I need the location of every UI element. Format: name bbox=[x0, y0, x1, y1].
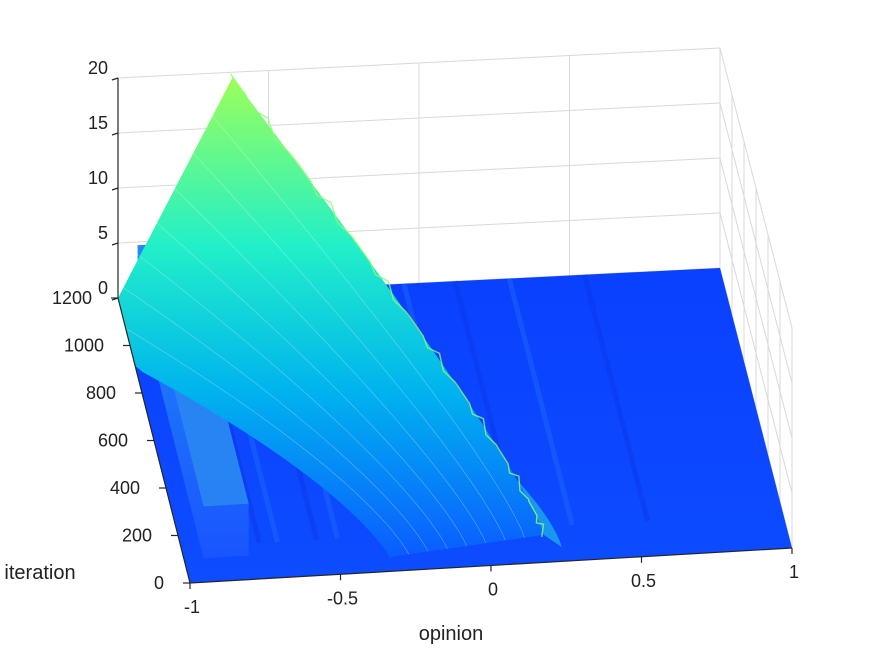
y-tick-label: 0 bbox=[154, 573, 164, 593]
x-axis-label: opinion bbox=[419, 623, 484, 645]
x-tick-label: 0 bbox=[488, 580, 498, 600]
ridge-contour bbox=[62, 246, 429, 552]
floor-stripe bbox=[506, 277, 575, 526]
y-tick-label: 600 bbox=[98, 431, 128, 451]
axes bbox=[111, 77, 793, 589]
z-tick-label: 10 bbox=[88, 168, 108, 188]
ridge-crest bbox=[229, 73, 545, 537]
y-tick-label: 400 bbox=[110, 478, 140, 498]
y-tick-label: 1000 bbox=[64, 336, 104, 356]
ridge-front-slope bbox=[118, 77, 544, 558]
z-tick bbox=[111, 187, 119, 191]
y-tick-label: 800 bbox=[86, 383, 116, 403]
z-tick bbox=[111, 132, 119, 136]
z-tick bbox=[111, 297, 119, 301]
z-tick-label: 20 bbox=[88, 58, 108, 78]
ridge-contour bbox=[34, 275, 410, 555]
ridge-contour bbox=[147, 162, 487, 544]
x-tick-label: 0.5 bbox=[631, 571, 656, 591]
y-axis-label: iteration bbox=[4, 562, 75, 584]
z-tick-label: 5 bbox=[98, 223, 108, 243]
y-tick-label: 1200 bbox=[52, 288, 92, 308]
x-tick-label: -0.5 bbox=[327, 588, 358, 608]
z-tick bbox=[111, 242, 119, 246]
z-tick-label: 15 bbox=[88, 113, 108, 133]
x-tick-label: -1 bbox=[184, 597, 200, 617]
floor-stripe bbox=[582, 274, 650, 522]
ridge-contour bbox=[119, 190, 467, 547]
x-tick-label: 1 bbox=[789, 562, 799, 582]
ridge-contour bbox=[91, 218, 448, 549]
y-tick-label: 200 bbox=[122, 526, 152, 546]
z-tick-label: 0 bbox=[98, 278, 108, 298]
z-tick bbox=[111, 77, 119, 81]
surface-mesh bbox=[34, 73, 792, 583]
ridge-contour bbox=[175, 133, 506, 541]
ridge-contour bbox=[203, 105, 525, 538]
